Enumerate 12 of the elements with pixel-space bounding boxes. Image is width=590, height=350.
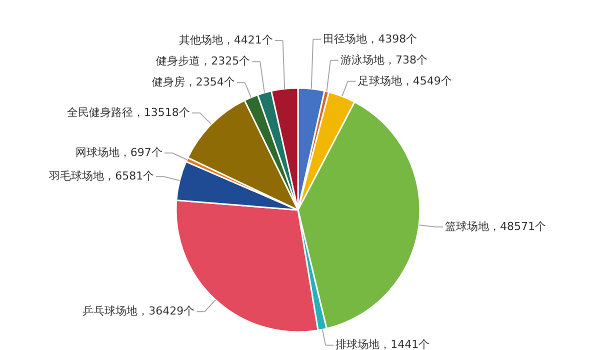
slice-label: 乒乓球场地，36429个: [82, 304, 195, 318]
slice-label: 篮球场地，48571个: [444, 220, 546, 233]
slice-label: 健身步道，2325个: [156, 54, 250, 68]
slice-label: 田径场地，4398个: [323, 32, 418, 46]
slice-label: 羽毛球场地，6581个: [49, 170, 154, 183]
slice-label: 全民健身路径，13518个: [66, 106, 190, 119]
slice-label: 足球场地，4549个: [358, 74, 452, 88]
slice-label: 其他场地，4421个: [178, 34, 273, 47]
slice-label: 游泳场地，738个: [340, 53, 428, 66]
slice-label: 健身房，2354个: [152, 76, 235, 89]
slice-label: 网球场地，697个: [75, 146, 162, 160]
slice-label: 排球场地，1441个: [336, 338, 430, 350]
